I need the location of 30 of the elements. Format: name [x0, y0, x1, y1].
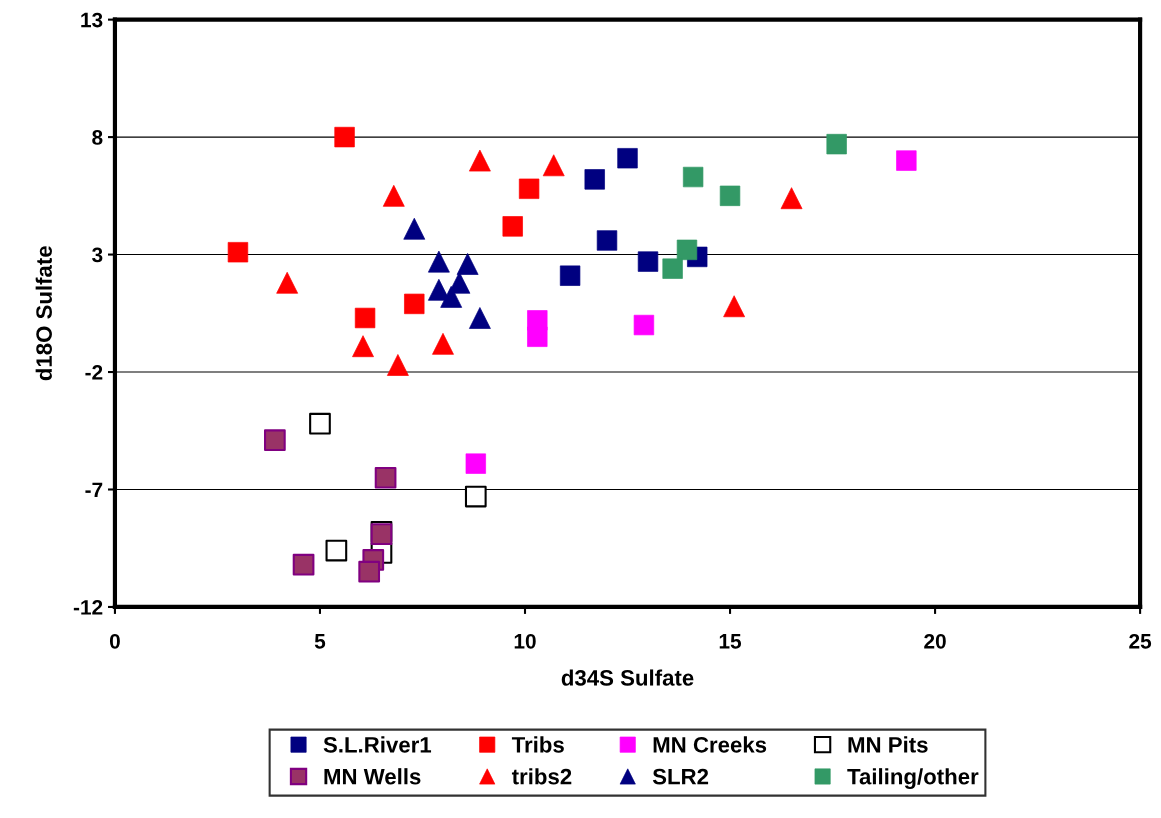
- x-tick-label: 10: [514, 633, 536, 649]
- point: [374, 466, 397, 489]
- x-tick-label: 20: [924, 633, 946, 649]
- y-tick-label: 3: [92, 247, 103, 263]
- y-tick-label: 13: [81, 12, 103, 28]
- point: [264, 429, 286, 452]
- y-tick-label: -7: [85, 482, 103, 498]
- x-tick-label: 15: [719, 634, 742, 649]
- legend-label: MN Creeks: [653, 736, 767, 753]
- legend-label: Tailing/other: [847, 768, 979, 789]
- legend-label: SLR2: [652, 768, 709, 785]
- point: [464, 485, 487, 508]
- y-tick-label: 8: [92, 130, 103, 145]
- x-tick-label: 5: [314, 634, 326, 649]
- y-tick-label: -12: [73, 599, 103, 615]
- point: [358, 560, 381, 583]
- point: [309, 412, 331, 435]
- point: [292, 553, 315, 576]
- y-tick-label: -2: [85, 365, 103, 380]
- x-tick-label: 0: [109, 633, 120, 649]
- legend-label: tribs2: [511, 768, 572, 785]
- legend-label: MN Wells: [324, 768, 421, 785]
- legend-label: S.L.River1: [323, 736, 432, 753]
- x-tick-label: 25: [1129, 633, 1152, 649]
- legend-label: Tribs: [511, 736, 564, 753]
- point: [387, 354, 409, 376]
- point: [325, 539, 348, 562]
- x-axis-title: d34S Sulfate: [561, 669, 694, 686]
- legend-label: MN Pits: [848, 736, 928, 753]
- y-axis-title: d18O Sulfate: [35, 246, 52, 381]
